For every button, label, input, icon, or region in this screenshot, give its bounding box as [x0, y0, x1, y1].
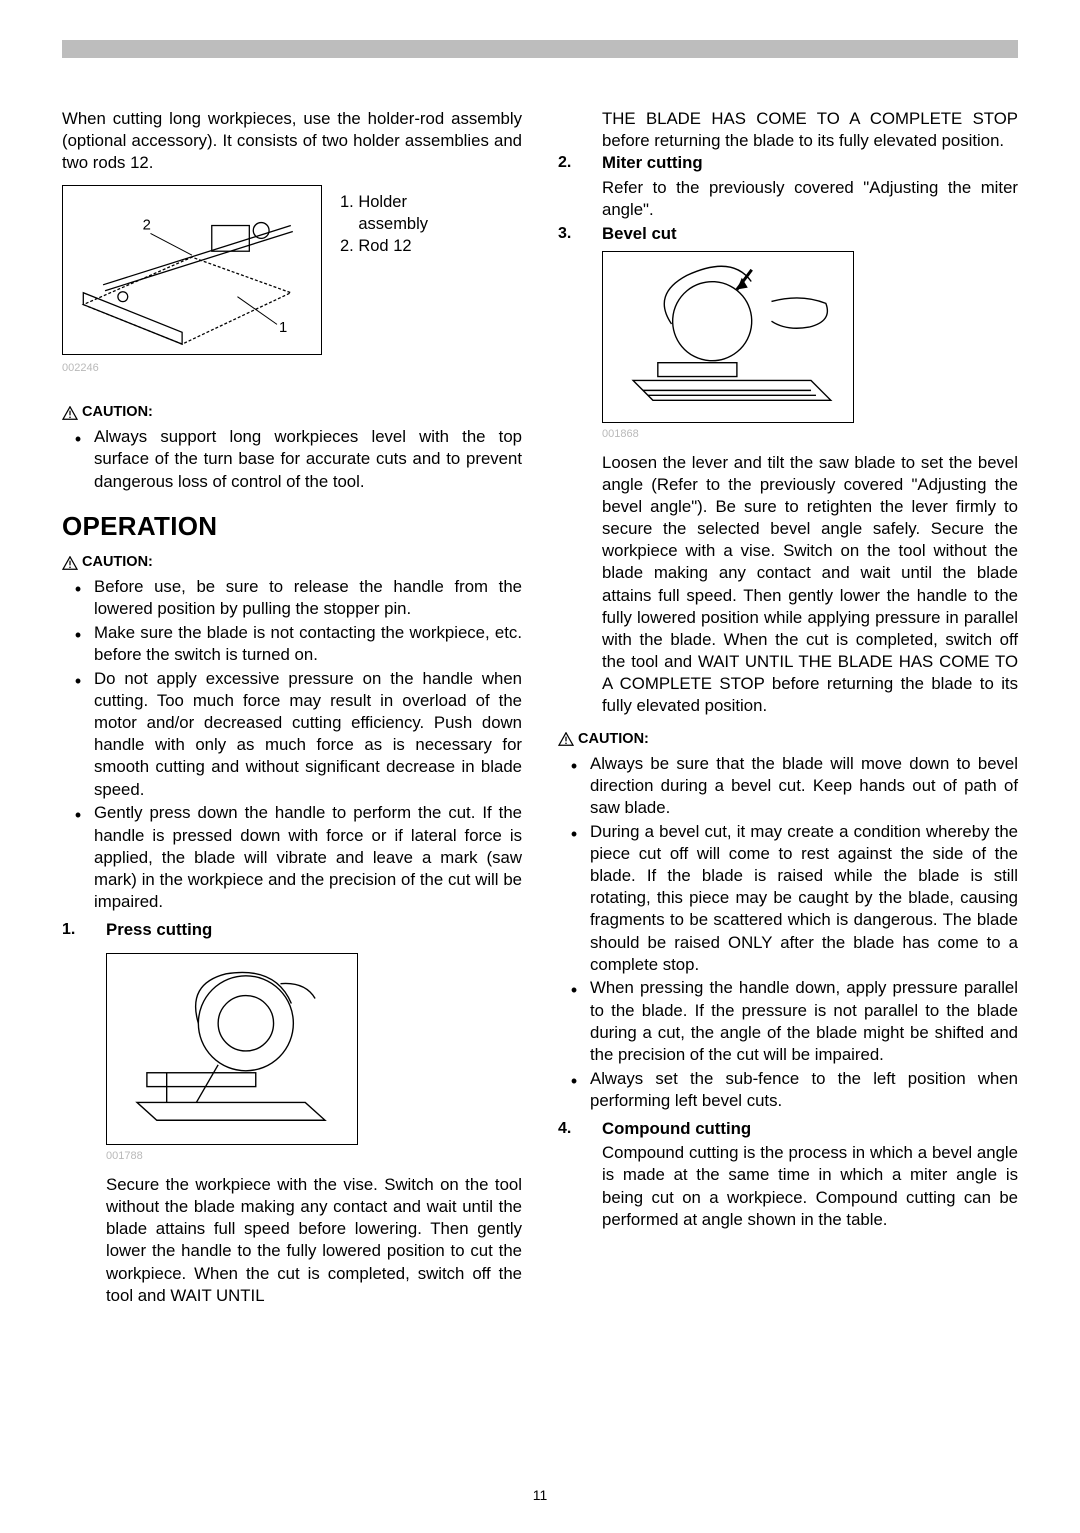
item-desc: Refer to the previously covered "Adjusti…: [602, 177, 1018, 221]
operation-heading: OPERATION: [62, 509, 522, 543]
legend-item-2: 2. Rod 12: [340, 235, 522, 257]
list-item: •Gently press down the handle to perform…: [62, 802, 522, 913]
bullet-text: During a bevel cut, it may create a cond…: [590, 821, 1018, 976]
caution-label: CAUTION:: [82, 553, 153, 572]
page-number: 11: [0, 1487, 1080, 1503]
figure-1-id: 002246: [62, 361, 522, 376]
figure-1-legend: 1. Holder assembly 2. Rod 12: [340, 185, 522, 355]
warning-triangle-icon: [62, 556, 78, 570]
header-bar: [62, 40, 1018, 58]
caution-label: CAUTION:: [82, 403, 153, 422]
numbered-list-right-2: 4. Compound cutting Compound cutting is …: [558, 1118, 1018, 1231]
item-desc: Compound cutting is the process in which…: [602, 1142, 1018, 1231]
caution-1-list: •Always support long workpieces level wi…: [62, 426, 522, 493]
item-number: 1.: [62, 919, 106, 943]
bullet-icon: •: [62, 576, 94, 620]
item-title: Miter cutting: [602, 152, 1018, 174]
list-item: •Make sure the blade is not contacting t…: [62, 622, 522, 666]
figure-1-row: 2 1 1. Holder assembly 2. Rod 12: [62, 185, 522, 355]
two-column-layout: When cutting long workpieces, use the ho…: [62, 108, 1018, 1307]
holder-rod-illustration-icon: 2 1: [63, 186, 321, 354]
bullet-text: Do not apply excessive pressure on the h…: [94, 668, 522, 801]
list-item: •During a bevel cut, it may create a con…: [558, 821, 1018, 976]
left-column: When cutting long workpieces, use the ho…: [62, 108, 522, 1307]
numbered-list-right-1: 2. Miter cutting Refer to the previously…: [558, 152, 1018, 247]
figure-2-box: [106, 953, 358, 1145]
bullet-icon: •: [62, 802, 94, 913]
item-number: 2.: [558, 152, 602, 221]
figure-3-id: 001868: [602, 427, 1018, 442]
bullet-text: When pressing the handle down, apply pre…: [590, 977, 1018, 1066]
item-title: Compound cutting: [602, 1118, 1018, 1140]
bullet-icon: •: [558, 753, 590, 820]
list-item: 3. Bevel cut: [558, 223, 1018, 247]
item-title: Bevel cut: [602, 223, 1018, 245]
list-item: •Always be sure that the blade will move…: [558, 753, 1018, 820]
bullet-icon: •: [62, 426, 94, 493]
bullet-icon: •: [62, 622, 94, 666]
item-number: 3.: [558, 223, 602, 247]
fig1-callout-2: 2: [143, 217, 151, 233]
list-item: •Before use, be sure to release the hand…: [62, 576, 522, 620]
item-number: 4.: [558, 1118, 602, 1231]
bevel-cut-illustration-icon: [603, 252, 853, 422]
bullet-text: Make sure the blade is not contacting th…: [94, 622, 522, 666]
continuation-paragraph: THE BLADE HAS COME TO A COMPLETE STOP be…: [602, 108, 1018, 152]
list-item: 1. Press cutting: [62, 919, 522, 943]
caution-heading-2: CAUTION:: [62, 553, 522, 572]
numbered-list-left: 1. Press cutting: [62, 919, 522, 943]
manual-page: When cutting long workpieces, use the ho…: [0, 0, 1080, 1533]
figure-1-box: 2 1: [62, 185, 322, 355]
bullet-icon: •: [558, 821, 590, 976]
bullet-text: Always be sure that the blade will move …: [590, 753, 1018, 820]
bullet-text: Always set the sub-fence to the left pos…: [590, 1068, 1018, 1112]
list-item: 2. Miter cutting Refer to the previously…: [558, 152, 1018, 221]
caution-heading-1: CAUTION:: [62, 403, 522, 422]
bullet-text: Before use, be sure to release the handl…: [94, 576, 522, 620]
list-item: •Always set the sub-fence to the left po…: [558, 1068, 1018, 1112]
bullet-text: Gently press down the handle to perform …: [94, 802, 522, 913]
legend-item-1: 1. Holder: [340, 191, 522, 213]
item-title: Press cutting: [106, 919, 522, 941]
legend-item-1b: assembly: [340, 213, 522, 235]
bullet-text: Always support long workpieces level wit…: [94, 426, 522, 493]
bullet-icon: •: [558, 977, 590, 1066]
list-item: •Always support long workpieces level wi…: [62, 426, 522, 493]
list-item: 4. Compound cutting Compound cutting is …: [558, 1118, 1018, 1231]
press-cutting-desc: Secure the workpiece with the vise. Swit…: [106, 1174, 522, 1307]
caution-3-list: •Always be sure that the blade will move…: [558, 753, 1018, 1112]
intro-paragraph: When cutting long workpieces, use the ho…: [62, 108, 522, 175]
bevel-cut-desc: Loosen the lever and tilt the saw blade …: [602, 452, 1018, 718]
bullet-icon: •: [62, 668, 94, 801]
warning-triangle-icon: [62, 406, 78, 420]
figure-3-box: [602, 251, 854, 423]
caution-2-list: •Before use, be sure to release the hand…: [62, 576, 522, 913]
caution-heading-3: CAUTION:: [558, 730, 1018, 749]
warning-triangle-icon: [558, 732, 574, 746]
list-item: •When pressing the handle down, apply pr…: [558, 977, 1018, 1066]
caution-label: CAUTION:: [578, 730, 649, 749]
list-item: •Do not apply excessive pressure on the …: [62, 668, 522, 801]
fig1-callout-1: 1: [279, 320, 287, 336]
bullet-icon: •: [558, 1068, 590, 1112]
figure-2-id: 001788: [106, 1149, 522, 1164]
right-column: THE BLADE HAS COME TO A COMPLETE STOP be…: [558, 108, 1018, 1307]
press-cutting-illustration-icon: [107, 954, 357, 1144]
